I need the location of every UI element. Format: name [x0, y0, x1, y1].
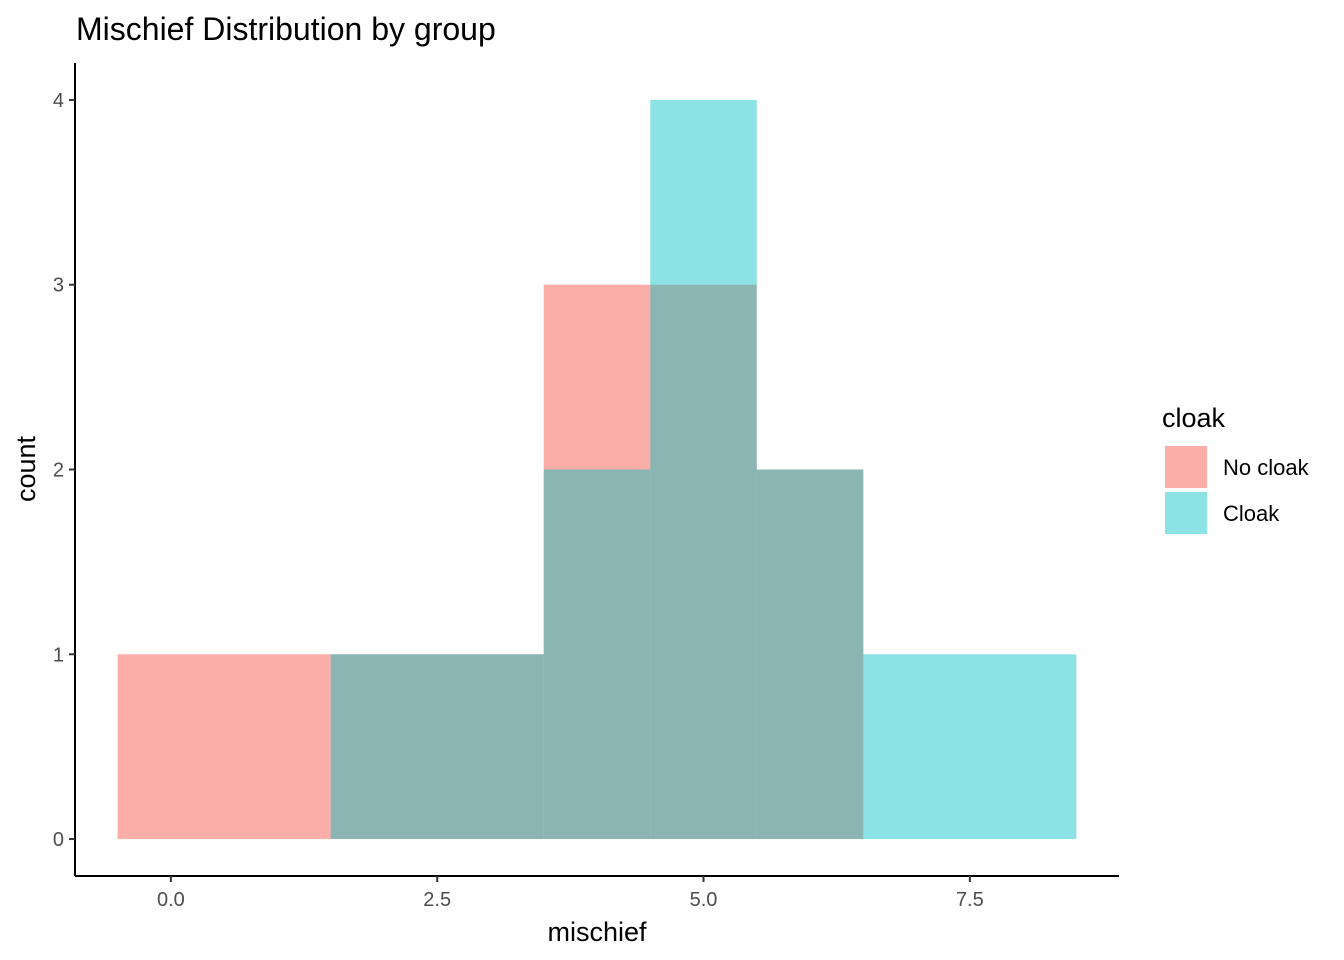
bar-no-cloak-3 — [650, 284, 757, 840]
x-tick-label: 2.5 — [423, 889, 451, 911]
bar-cloak-3 — [756, 469, 864, 840]
legend-label-cloak: Cloak — [1223, 501, 1280, 526]
y-tick-label: 0 — [53, 829, 64, 851]
y-tick-label: 2 — [53, 460, 64, 482]
bar-no-cloak-2 — [543, 284, 651, 840]
legend-swatch-cloak — [1165, 492, 1207, 534]
bar-cloak-4 — [863, 654, 1077, 840]
x-tick-label: 5.0 — [690, 889, 718, 911]
y-axis-title: count — [11, 435, 41, 502]
bar-no-cloak-4 — [756, 469, 864, 840]
y-tick-label: 1 — [53, 644, 64, 666]
bar-no-cloak-1 — [330, 654, 544, 840]
bars-layer — [117, 99, 1077, 840]
ticks-layer: 0 1 2 3 4 0.0 2.5 5.0 7.5 — [53, 90, 984, 911]
chart-title: Mischief Distribution by group — [76, 11, 496, 47]
legend-swatch-no-cloak — [1165, 446, 1207, 488]
y-tick-label: 3 — [53, 275, 64, 297]
legend-label-no-cloak: No cloak — [1223, 455, 1310, 480]
bar-cloak-2 — [650, 99, 757, 840]
legend-title: cloak — [1162, 403, 1226, 433]
y-tick-label: 4 — [53, 90, 64, 112]
bar-cloak-0 — [330, 654, 544, 840]
x-tick-label: 0.0 — [157, 889, 185, 911]
legend: cloak No cloak Cloak — [1162, 403, 1310, 534]
legend-items: No cloak Cloak — [1165, 446, 1310, 534]
bar-no-cloak-0 — [117, 654, 331, 840]
bar-cloak-1 — [543, 469, 651, 840]
x-tick-label: 7.5 — [956, 889, 984, 911]
x-axis-title: mischief — [547, 917, 647, 947]
